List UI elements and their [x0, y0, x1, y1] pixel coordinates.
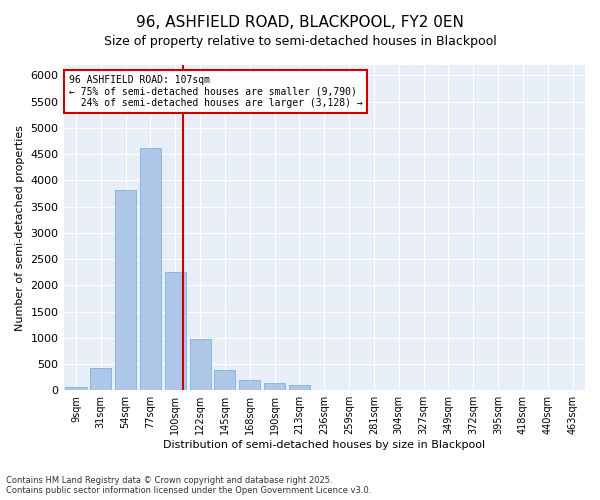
Bar — [140, 148, 161, 390]
Text: 96, ASHFIELD ROAD, BLACKPOOL, FY2 0EN: 96, ASHFIELD ROAD, BLACKPOOL, FY2 0EN — [136, 15, 464, 30]
Bar — [214, 370, 235, 390]
Bar — [165, 272, 186, 390]
Text: Size of property relative to semi-detached houses in Blackpool: Size of property relative to semi-detach… — [104, 35, 496, 48]
Bar — [65, 387, 86, 390]
Bar — [289, 384, 310, 390]
Bar — [90, 368, 112, 390]
Text: 96 ASHFIELD ROAD: 107sqm
← 75% of semi-detached houses are smaller (9,790)
  24%: 96 ASHFIELD ROAD: 107sqm ← 75% of semi-d… — [69, 75, 362, 108]
X-axis label: Distribution of semi-detached houses by size in Blackpool: Distribution of semi-detached houses by … — [163, 440, 485, 450]
Bar — [190, 339, 211, 390]
Bar — [115, 190, 136, 390]
Bar — [239, 380, 260, 390]
Text: Contains HM Land Registry data © Crown copyright and database right 2025.
Contai: Contains HM Land Registry data © Crown c… — [6, 476, 371, 495]
Bar — [264, 383, 285, 390]
Y-axis label: Number of semi-detached properties: Number of semi-detached properties — [15, 124, 25, 330]
